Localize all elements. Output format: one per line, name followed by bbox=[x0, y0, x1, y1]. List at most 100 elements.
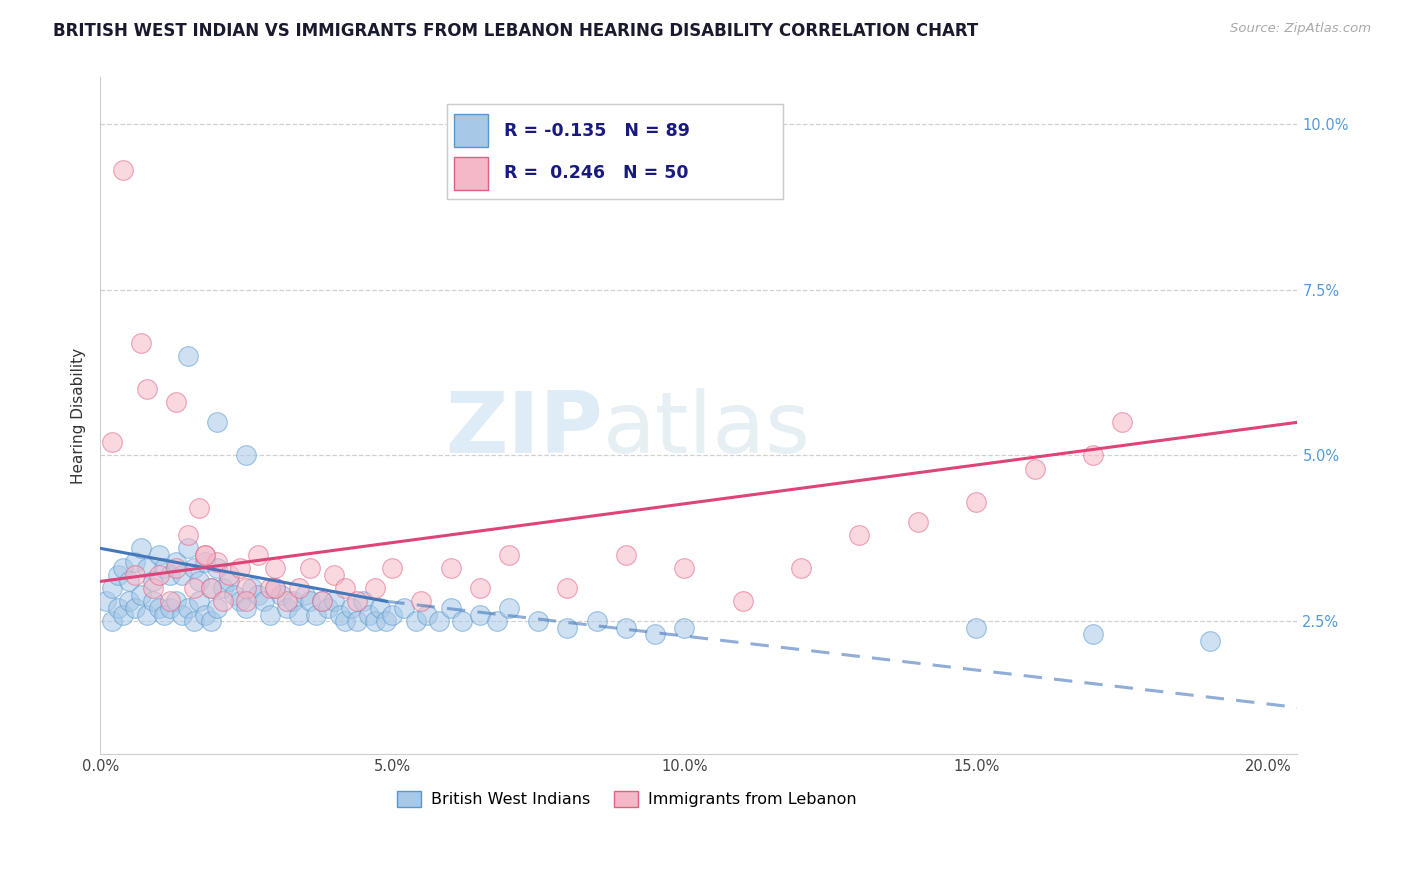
Point bbox=[129, 588, 152, 602]
Point bbox=[790, 561, 813, 575]
Point bbox=[153, 607, 176, 622]
Point bbox=[183, 561, 205, 575]
Point bbox=[264, 561, 287, 575]
Point bbox=[240, 581, 263, 595]
Text: atlas: atlas bbox=[603, 388, 811, 471]
Point bbox=[253, 594, 276, 608]
Text: ZIP: ZIP bbox=[446, 388, 603, 471]
Point bbox=[211, 581, 233, 595]
Point bbox=[287, 581, 309, 595]
Text: BRITISH WEST INDIAN VS IMMIGRANTS FROM LEBANON HEARING DISABILITY CORRELATION CH: BRITISH WEST INDIAN VS IMMIGRANTS FROM L… bbox=[53, 22, 979, 40]
Point bbox=[468, 607, 491, 622]
Point bbox=[101, 435, 124, 450]
Point bbox=[101, 614, 124, 628]
Point bbox=[205, 415, 228, 429]
Point bbox=[498, 601, 520, 615]
Point bbox=[224, 588, 246, 602]
Point bbox=[183, 614, 205, 628]
Point bbox=[153, 561, 176, 575]
Point bbox=[142, 574, 165, 589]
Point bbox=[177, 541, 200, 556]
Point bbox=[848, 528, 870, 542]
Point bbox=[124, 567, 146, 582]
Point bbox=[200, 614, 222, 628]
Point bbox=[276, 594, 298, 608]
Point bbox=[159, 601, 181, 615]
Point bbox=[259, 607, 281, 622]
Point bbox=[107, 601, 129, 615]
Point bbox=[1198, 634, 1220, 648]
Point bbox=[614, 621, 637, 635]
Point bbox=[305, 607, 328, 622]
Legend: British West Indians, Immigrants from Lebanon: British West Indians, Immigrants from Le… bbox=[391, 784, 863, 814]
Point bbox=[159, 594, 181, 608]
Point bbox=[557, 621, 579, 635]
Point bbox=[112, 163, 135, 178]
Point bbox=[585, 614, 607, 628]
Point bbox=[177, 601, 200, 615]
Point bbox=[148, 567, 170, 582]
Point bbox=[165, 594, 187, 608]
Point bbox=[205, 555, 228, 569]
Point bbox=[101, 581, 124, 595]
Point bbox=[200, 581, 222, 595]
Point bbox=[381, 607, 404, 622]
Point bbox=[205, 601, 228, 615]
Point bbox=[194, 555, 217, 569]
Point bbox=[188, 501, 211, 516]
Point bbox=[235, 594, 257, 608]
Point bbox=[316, 601, 339, 615]
Point bbox=[112, 607, 135, 622]
Point bbox=[264, 581, 287, 595]
Point bbox=[229, 561, 252, 575]
Point bbox=[370, 601, 392, 615]
Point bbox=[246, 588, 269, 602]
Point bbox=[439, 601, 461, 615]
Point bbox=[614, 548, 637, 562]
Point bbox=[235, 581, 257, 595]
Point bbox=[498, 548, 520, 562]
Point bbox=[451, 614, 474, 628]
Point bbox=[235, 449, 257, 463]
Point bbox=[188, 594, 211, 608]
Point bbox=[170, 607, 193, 622]
Point bbox=[411, 594, 433, 608]
Point bbox=[205, 561, 228, 575]
Point bbox=[299, 594, 322, 608]
Point bbox=[965, 621, 987, 635]
Point bbox=[118, 574, 141, 589]
Point bbox=[194, 548, 217, 562]
Point bbox=[357, 607, 380, 622]
Point bbox=[322, 567, 344, 582]
Point bbox=[335, 614, 357, 628]
Point bbox=[218, 574, 240, 589]
Point bbox=[673, 621, 696, 635]
Point bbox=[1081, 449, 1104, 463]
Point bbox=[142, 581, 165, 595]
Point bbox=[142, 594, 165, 608]
Point bbox=[322, 594, 344, 608]
Y-axis label: Hearing Disability: Hearing Disability bbox=[72, 348, 86, 483]
Point bbox=[177, 349, 200, 363]
Point bbox=[148, 601, 170, 615]
Point bbox=[363, 614, 385, 628]
Point bbox=[124, 555, 146, 569]
Point bbox=[427, 614, 450, 628]
Point bbox=[118, 594, 141, 608]
Point bbox=[468, 581, 491, 595]
Point bbox=[129, 335, 152, 350]
Point bbox=[311, 594, 333, 608]
Point bbox=[311, 594, 333, 608]
Point bbox=[335, 581, 357, 595]
Point bbox=[177, 528, 200, 542]
Point bbox=[287, 607, 309, 622]
Point bbox=[299, 561, 322, 575]
Point bbox=[188, 574, 211, 589]
Point bbox=[107, 567, 129, 582]
Point bbox=[259, 581, 281, 595]
Point bbox=[375, 614, 398, 628]
Point bbox=[94, 594, 117, 608]
Point bbox=[148, 548, 170, 562]
Point bbox=[527, 614, 550, 628]
Text: Source: ZipAtlas.com: Source: ZipAtlas.com bbox=[1230, 22, 1371, 36]
